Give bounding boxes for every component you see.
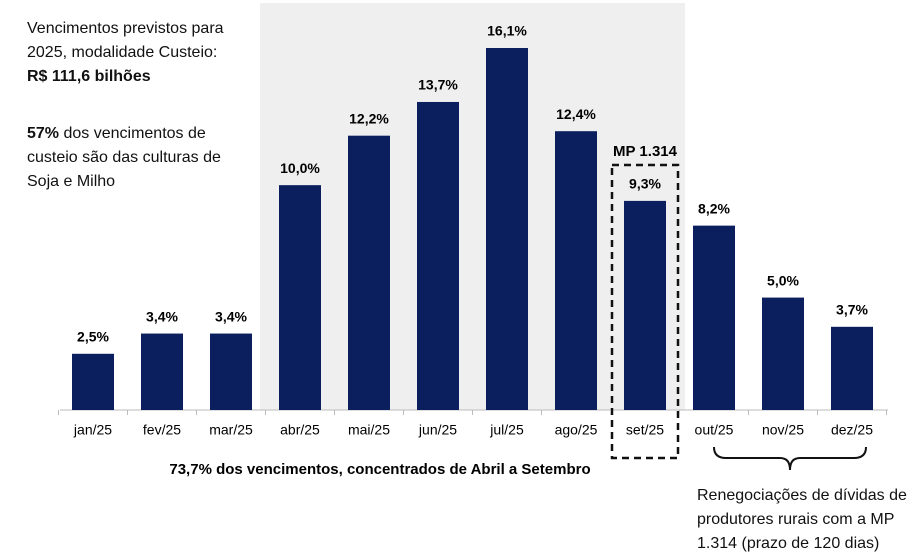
x-tick-label: jul/25 [489, 422, 524, 438]
value-label: 10,0% [280, 160, 320, 176]
value-label: 16,1% [487, 23, 527, 39]
bar [762, 297, 804, 410]
bar [555, 131, 597, 410]
bar [486, 48, 528, 410]
value-label: 8,2% [698, 200, 730, 216]
x-tick-label: jan/25 [73, 422, 112, 438]
x-tick-label: nov/25 [762, 422, 804, 438]
bar [72, 353, 114, 410]
highlight-area [260, 3, 685, 410]
bar [141, 333, 183, 410]
bar [348, 135, 390, 410]
x-tick-label: dez/25 [831, 422, 873, 438]
value-label: 5,0% [767, 272, 799, 288]
brace [713, 446, 867, 471]
value-label: 2,5% [77, 328, 109, 344]
value-label: 3,4% [146, 308, 178, 324]
bar [693, 225, 735, 410]
bar [279, 185, 321, 410]
value-label: 3,4% [215, 308, 247, 324]
bar [624, 200, 666, 410]
value-label: 12,4% [556, 106, 596, 122]
annotation: dos vencimentos de custeio são das cultu… [27, 125, 221, 190]
title: Vencimentos previstos para 2025, modalid… [27, 20, 224, 61]
bar [210, 333, 252, 410]
x-tick-label: set/25 [626, 422, 664, 438]
value-label: 13,7% [418, 77, 458, 93]
x-tick-label: out/25 [695, 422, 734, 438]
value-label: 9,3% [629, 176, 661, 192]
x-tick-label: mar/25 [209, 422, 253, 438]
title-value: R$ 111,6 bilhões [27, 68, 151, 85]
annotation-block: 57% dos vencimentos de custeio são das c… [27, 122, 232, 194]
annotation-bold: 57% [27, 125, 60, 142]
value-label: 12,2% [349, 110, 389, 126]
x-tick-label: jun/25 [418, 422, 457, 438]
value-label: 3,7% [836, 302, 868, 318]
bar [831, 326, 873, 410]
highlight-label: MP 1.314 [613, 143, 678, 160]
x-tick-label: abr/25 [280, 422, 320, 438]
footnote: 73,7% dos vencimentos, concentrados de A… [169, 461, 590, 478]
x-tick-label: mai/25 [348, 422, 390, 438]
bar [417, 101, 459, 410]
x-tick-label: ago/25 [555, 422, 598, 438]
brace-note: Renegociações de dívidas de produtores r… [697, 487, 907, 552]
title-block: Vencimentos previstos para 2025, modalid… [27, 17, 252, 89]
x-tick-label: fev/25 [143, 422, 181, 438]
